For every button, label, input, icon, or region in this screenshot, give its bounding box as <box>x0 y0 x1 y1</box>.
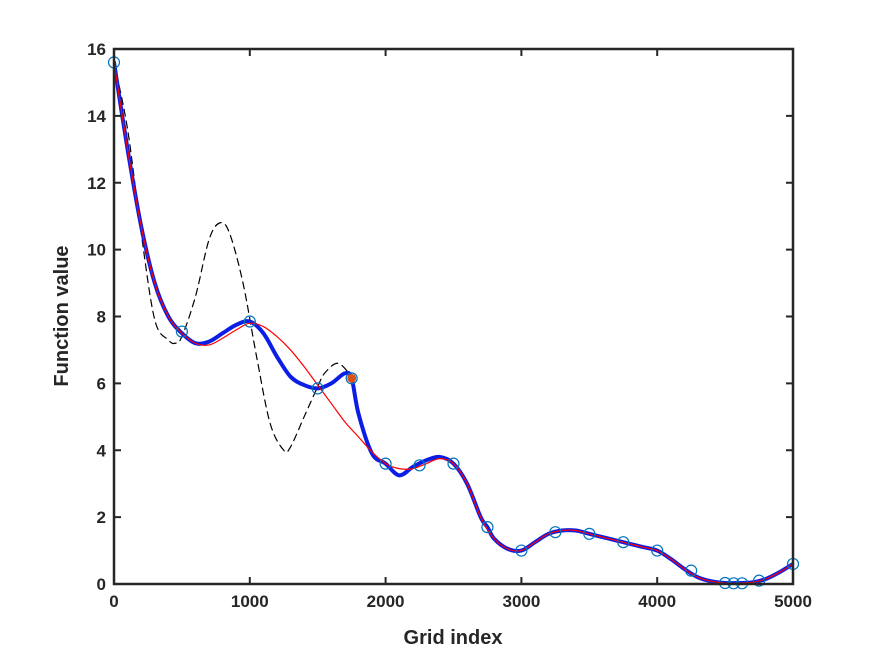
x-axis-label: Grid index <box>404 627 503 649</box>
data-marker <box>447 457 460 470</box>
data-marker <box>549 526 562 539</box>
data-marker <box>583 527 596 540</box>
y-tick-label: 10 <box>87 241 106 260</box>
data-marker <box>175 325 188 338</box>
y-tick-label: 12 <box>87 174 106 193</box>
data-marker <box>617 536 630 549</box>
data-marker <box>515 544 528 557</box>
dashed-curve-line <box>114 61 353 453</box>
highlight-marker <box>347 373 357 383</box>
y-axis-label: Function value <box>51 245 73 386</box>
data-marker <box>243 315 256 328</box>
x-tick-label: 1000 <box>231 592 269 611</box>
data-marker <box>651 544 664 557</box>
red-curve-line <box>114 61 793 584</box>
y-tick-label: 16 <box>87 40 106 59</box>
x-tick-label: 0 <box>109 592 118 611</box>
x-tick-label: 4000 <box>638 592 676 611</box>
y-tick-label: 2 <box>97 508 106 527</box>
data-marker <box>379 457 392 470</box>
data-marker <box>481 521 494 534</box>
x-tick-label: 5000 <box>774 592 812 611</box>
data-marker <box>685 564 698 577</box>
tick-layer: 0 1000 2000 3000 4000 5000 0 2 4 6 8 10 12 14 16 <box>87 40 812 611</box>
y-tick-label: 8 <box>97 308 106 327</box>
plot-background <box>114 49 793 584</box>
data-marker <box>752 574 766 587</box>
data-marker <box>345 372 358 385</box>
series-layer <box>114 60 793 584</box>
y-tick-label: 14 <box>87 107 106 126</box>
y-tick-label: 6 <box>97 374 106 393</box>
data-marker <box>311 382 324 395</box>
data-marker <box>413 459 426 472</box>
x-tick-label: 3000 <box>502 592 540 611</box>
x-tick-label: 2000 <box>367 592 405 611</box>
y-tick-label: 0 <box>97 575 106 594</box>
y-tick-label: 4 <box>97 441 107 460</box>
